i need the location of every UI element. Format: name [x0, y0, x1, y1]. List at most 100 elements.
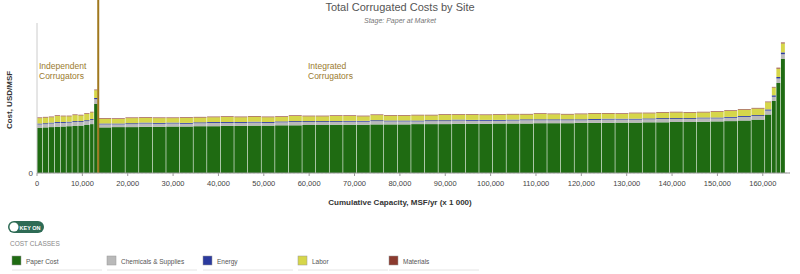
bar-segment [234, 123, 247, 126]
bar-segment [262, 117, 275, 122]
bar-segment [724, 121, 737, 173]
bar-segment [670, 112, 683, 118]
bar-segment [629, 112, 642, 114]
bar-segment [534, 113, 547, 115]
bar-segment [561, 120, 574, 123]
bar-segment [438, 124, 451, 173]
bar-segment [98, 119, 111, 124]
bar-segment [49, 117, 54, 122]
x-tick [626, 173, 627, 176]
bar-segment [302, 116, 315, 121]
x-tick-label: 10,000 [71, 179, 94, 188]
bar-segment [302, 122, 315, 125]
bar-segment [207, 116, 220, 118]
legend-entry: Paper Cost [26, 258, 59, 266]
bar-segment [670, 119, 683, 122]
bar-segment [221, 117, 234, 122]
bar-segment [343, 116, 356, 121]
x-tick-label: 60,000 [298, 179, 321, 188]
bar-segment [84, 114, 89, 120]
legend-rule [389, 270, 479, 271]
x-tick [354, 173, 355, 176]
x-tick [127, 173, 128, 176]
bar-segment [221, 126, 234, 173]
bar-segment [234, 126, 247, 173]
bar-segment [153, 127, 166, 173]
bar-segment [90, 112, 93, 119]
bar-segment [302, 115, 315, 117]
bar-segment [248, 123, 261, 126]
bar-segment [602, 113, 615, 115]
bar-segment [180, 117, 193, 119]
bar-segment [275, 125, 288, 173]
bar-segment [776, 79, 780, 84]
bar-segment [506, 124, 519, 174]
bar-segment [37, 117, 42, 119]
x-tick-label: 130,000 [613, 179, 640, 188]
x-tick-label: 160,000 [749, 179, 776, 188]
bar-segment [84, 125, 89, 173]
y-axis-label: Cost, USD/MSF [5, 71, 14, 129]
legend-entry: Energy [217, 258, 238, 266]
bar-segment [466, 115, 479, 120]
bar-segment [547, 120, 560, 123]
bar-segment [330, 115, 343, 117]
bar-segment [479, 121, 492, 124]
bar-segment [357, 115, 370, 117]
bar-segment [711, 112, 724, 118]
bar-segment [370, 114, 383, 116]
bar-segment [262, 116, 275, 118]
divider [97, 0, 99, 173]
x-tick [535, 173, 536, 176]
bar-segment [180, 127, 193, 174]
bar-segment [656, 112, 669, 114]
bar-segment [37, 124, 42, 128]
bar-segment [425, 124, 438, 173]
bar-segment [72, 115, 77, 121]
bar-segment [656, 113, 669, 118]
bar-segment [711, 118, 724, 121]
bar-segment [180, 124, 193, 127]
bar-segment [493, 121, 506, 124]
bar-segment [452, 124, 465, 173]
x-tick-label: 20,000 [116, 179, 139, 188]
bar-segment [781, 59, 785, 173]
bar-segment [125, 127, 138, 173]
bar-segment [180, 118, 193, 123]
bar-segment [37, 128, 42, 173]
bar-segment [479, 115, 492, 120]
bar-segment [316, 115, 329, 117]
bar-segment [602, 123, 615, 173]
bar-segment [398, 121, 411, 124]
bar-segment [139, 127, 152, 173]
bar-segment [370, 115, 383, 120]
bar-segment [738, 117, 751, 121]
bar-segment [643, 119, 656, 122]
bar-segment [66, 116, 71, 121]
bar-segment [724, 111, 737, 117]
bar-segment [772, 86, 776, 88]
bar-segment [139, 118, 152, 123]
bar-segment [289, 122, 302, 125]
bar-segment [221, 116, 234, 118]
bar-segment [125, 117, 138, 119]
bar-segment [781, 42, 785, 44]
legend-entry: Materials [403, 258, 430, 265]
bar-segment [670, 111, 683, 113]
bar-segment [248, 117, 261, 122]
bar-segment [125, 124, 138, 127]
bar-segment [561, 113, 574, 115]
key-toggle[interactable] [8, 221, 44, 233]
x-axis-label: Cumulative Capacity, MSF/yr (x 1 000) [328, 198, 472, 207]
bar-segment [49, 124, 54, 128]
bar-segment [49, 116, 54, 118]
bar-segment [61, 115, 66, 117]
bar-segment [193, 123, 206, 126]
bar-segment [234, 116, 247, 118]
bar-segment [43, 118, 48, 124]
bar-segment [751, 107, 764, 109]
bar-segment [781, 43, 785, 52]
bar-segment [66, 126, 71, 173]
x-tick [399, 173, 400, 176]
bar-segment [547, 114, 560, 119]
